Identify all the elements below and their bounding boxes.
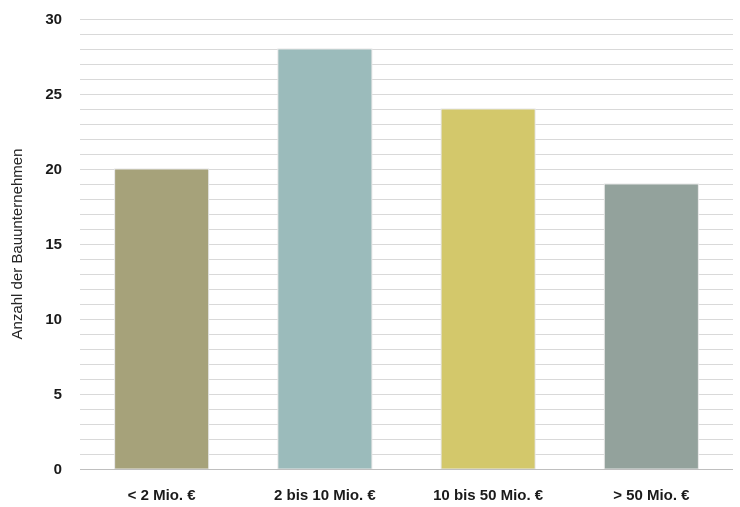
y-tick-label: 15 [45,236,62,253]
y-tick-label: 0 [54,461,62,478]
x-tick-label: < 2 Mio. € [128,487,197,504]
x-tick-label: 10 bis 50 Mio. € [433,487,544,504]
y-tick-labels: 0 5 10 15 20 25 30 [45,11,62,478]
y-tick-label: 30 [45,11,62,28]
bar [114,168,210,470]
y-axis-title: Anzahl der Bauunternehmen [9,149,26,340]
y-tick-label: 25 [45,86,62,103]
bar [277,48,373,470]
bar [603,183,699,470]
y-tick-label: 20 [45,161,62,178]
x-tick-label: > 50 Mio. € [613,487,690,504]
x-tick-label: 2 bis 10 Mio. € [274,487,376,504]
y-tick-label: 5 [54,386,62,403]
bar [440,108,536,470]
x-tick-labels: < 2 Mio. € 2 bis 10 Mio. € 10 bis 50 Mio. … [128,487,691,504]
y-tick-label: 10 [45,311,62,328]
bars [114,48,699,470]
